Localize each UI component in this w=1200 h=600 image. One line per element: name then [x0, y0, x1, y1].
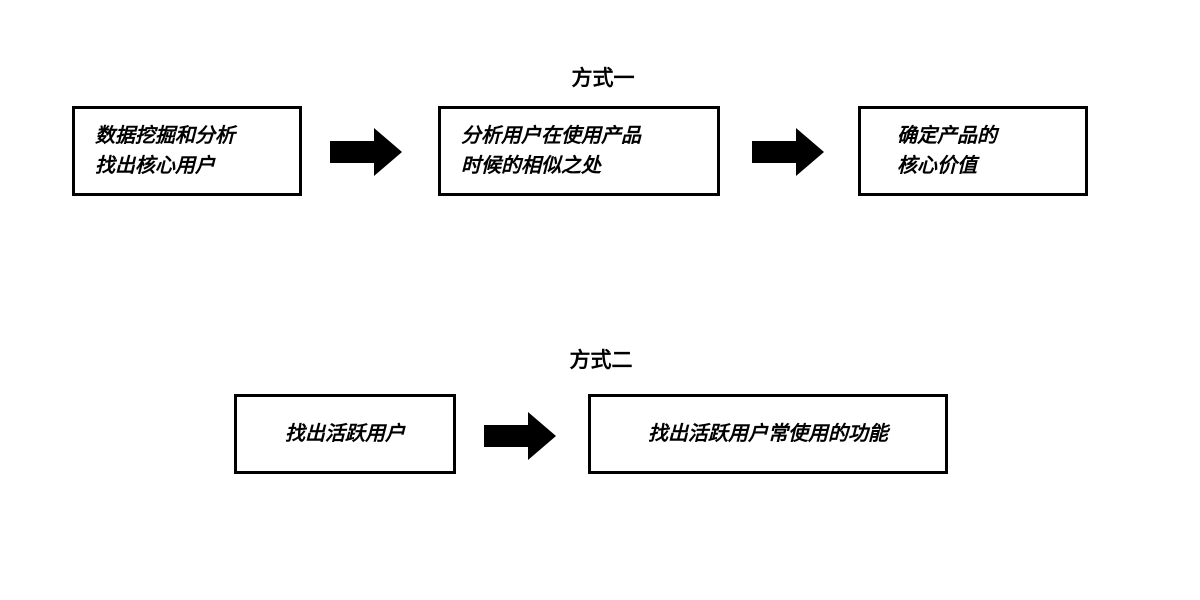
section1-box-3-text: 确定产品的核心价值 — [897, 121, 997, 181]
section2-box-2: 找出活跃用户常使用的功能 — [588, 394, 948, 474]
section1-box-3: 确定产品的核心价值 — [858, 106, 1088, 196]
section1-box-2: 分析用户在使用产品时候的相似之处 — [438, 106, 720, 196]
arrow-shaft — [752, 141, 796, 163]
arrow-icon — [330, 128, 402, 176]
section1-box-1: 数据挖掘和分析找出核心用户 — [72, 106, 302, 196]
arrow-head — [796, 128, 824, 176]
arrow-icon — [484, 412, 556, 460]
section2-title: 方式二 — [556, 344, 646, 374]
arrow-shaft — [330, 141, 374, 163]
arrow-head — [528, 412, 556, 460]
arrow-shaft — [484, 425, 528, 447]
section2-box-1: 找出活跃用户 — [234, 394, 456, 474]
section1-title: 方式一 — [558, 62, 648, 92]
section1-box-1-text: 数据挖掘和分析找出核心用户 — [95, 121, 235, 181]
section2-box-1-text: 找出活跃用户 — [285, 419, 405, 449]
arrow-head — [374, 128, 402, 176]
section2-box-2-text: 找出活跃用户常使用的功能 — [648, 419, 888, 449]
section1-box-2-text: 分析用户在使用产品时候的相似之处 — [461, 121, 641, 181]
arrow-icon — [752, 128, 824, 176]
